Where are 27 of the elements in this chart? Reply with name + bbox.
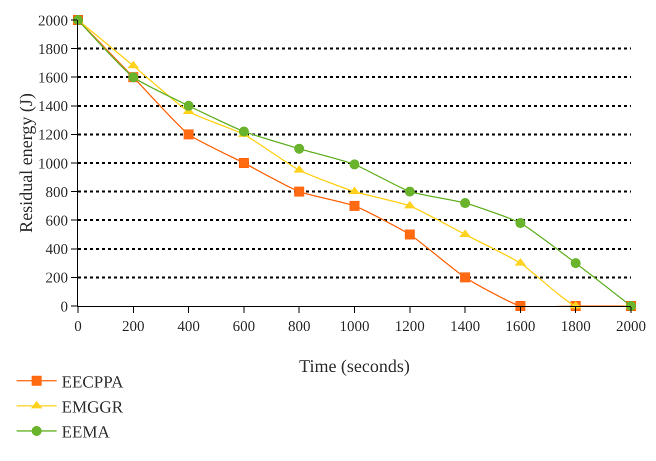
y-tick-label: 600: [46, 213, 68, 230]
x-axis-title: Time (seconds): [299, 356, 410, 376]
y-tick-label: 800: [46, 184, 68, 201]
y-tick-label: 400: [46, 242, 68, 258]
x-tick-label: 1400: [450, 319, 480, 335]
y-tick-label: 1800: [38, 42, 68, 58]
x-tick-label: 800: [288, 319, 310, 335]
x-tick-label: 1800: [560, 319, 591, 335]
x-tick-label: 1600: [505, 319, 536, 335]
legend-label: EMGGR: [62, 397, 124, 416]
x-tick-label: 1200: [394, 319, 425, 335]
legend-label: EEMA: [62, 422, 111, 442]
x-tick-label: 2000: [616, 319, 646, 335]
y-tick-label: 200: [46, 270, 68, 287]
y-axis-title: Residual energy (J): [16, 93, 36, 233]
y-tick-label: 1000: [38, 156, 68, 172]
x-tick-label: 600: [232, 319, 256, 335]
y-tick-label: 0: [60, 299, 68, 316]
x-tick-label: 400: [177, 319, 200, 335]
x-tick-label: 200: [122, 319, 145, 335]
legend-label: EECPPA: [62, 372, 124, 392]
y-tick-label: 1400: [38, 99, 68, 116]
y-tick-label: 1600: [38, 70, 68, 86]
y-tick-label: 2000: [38, 13, 68, 30]
y-tick-label: 1200: [38, 128, 68, 144]
x-tick-label: 0: [74, 319, 82, 335]
x-tick-label: 1000: [340, 319, 370, 335]
